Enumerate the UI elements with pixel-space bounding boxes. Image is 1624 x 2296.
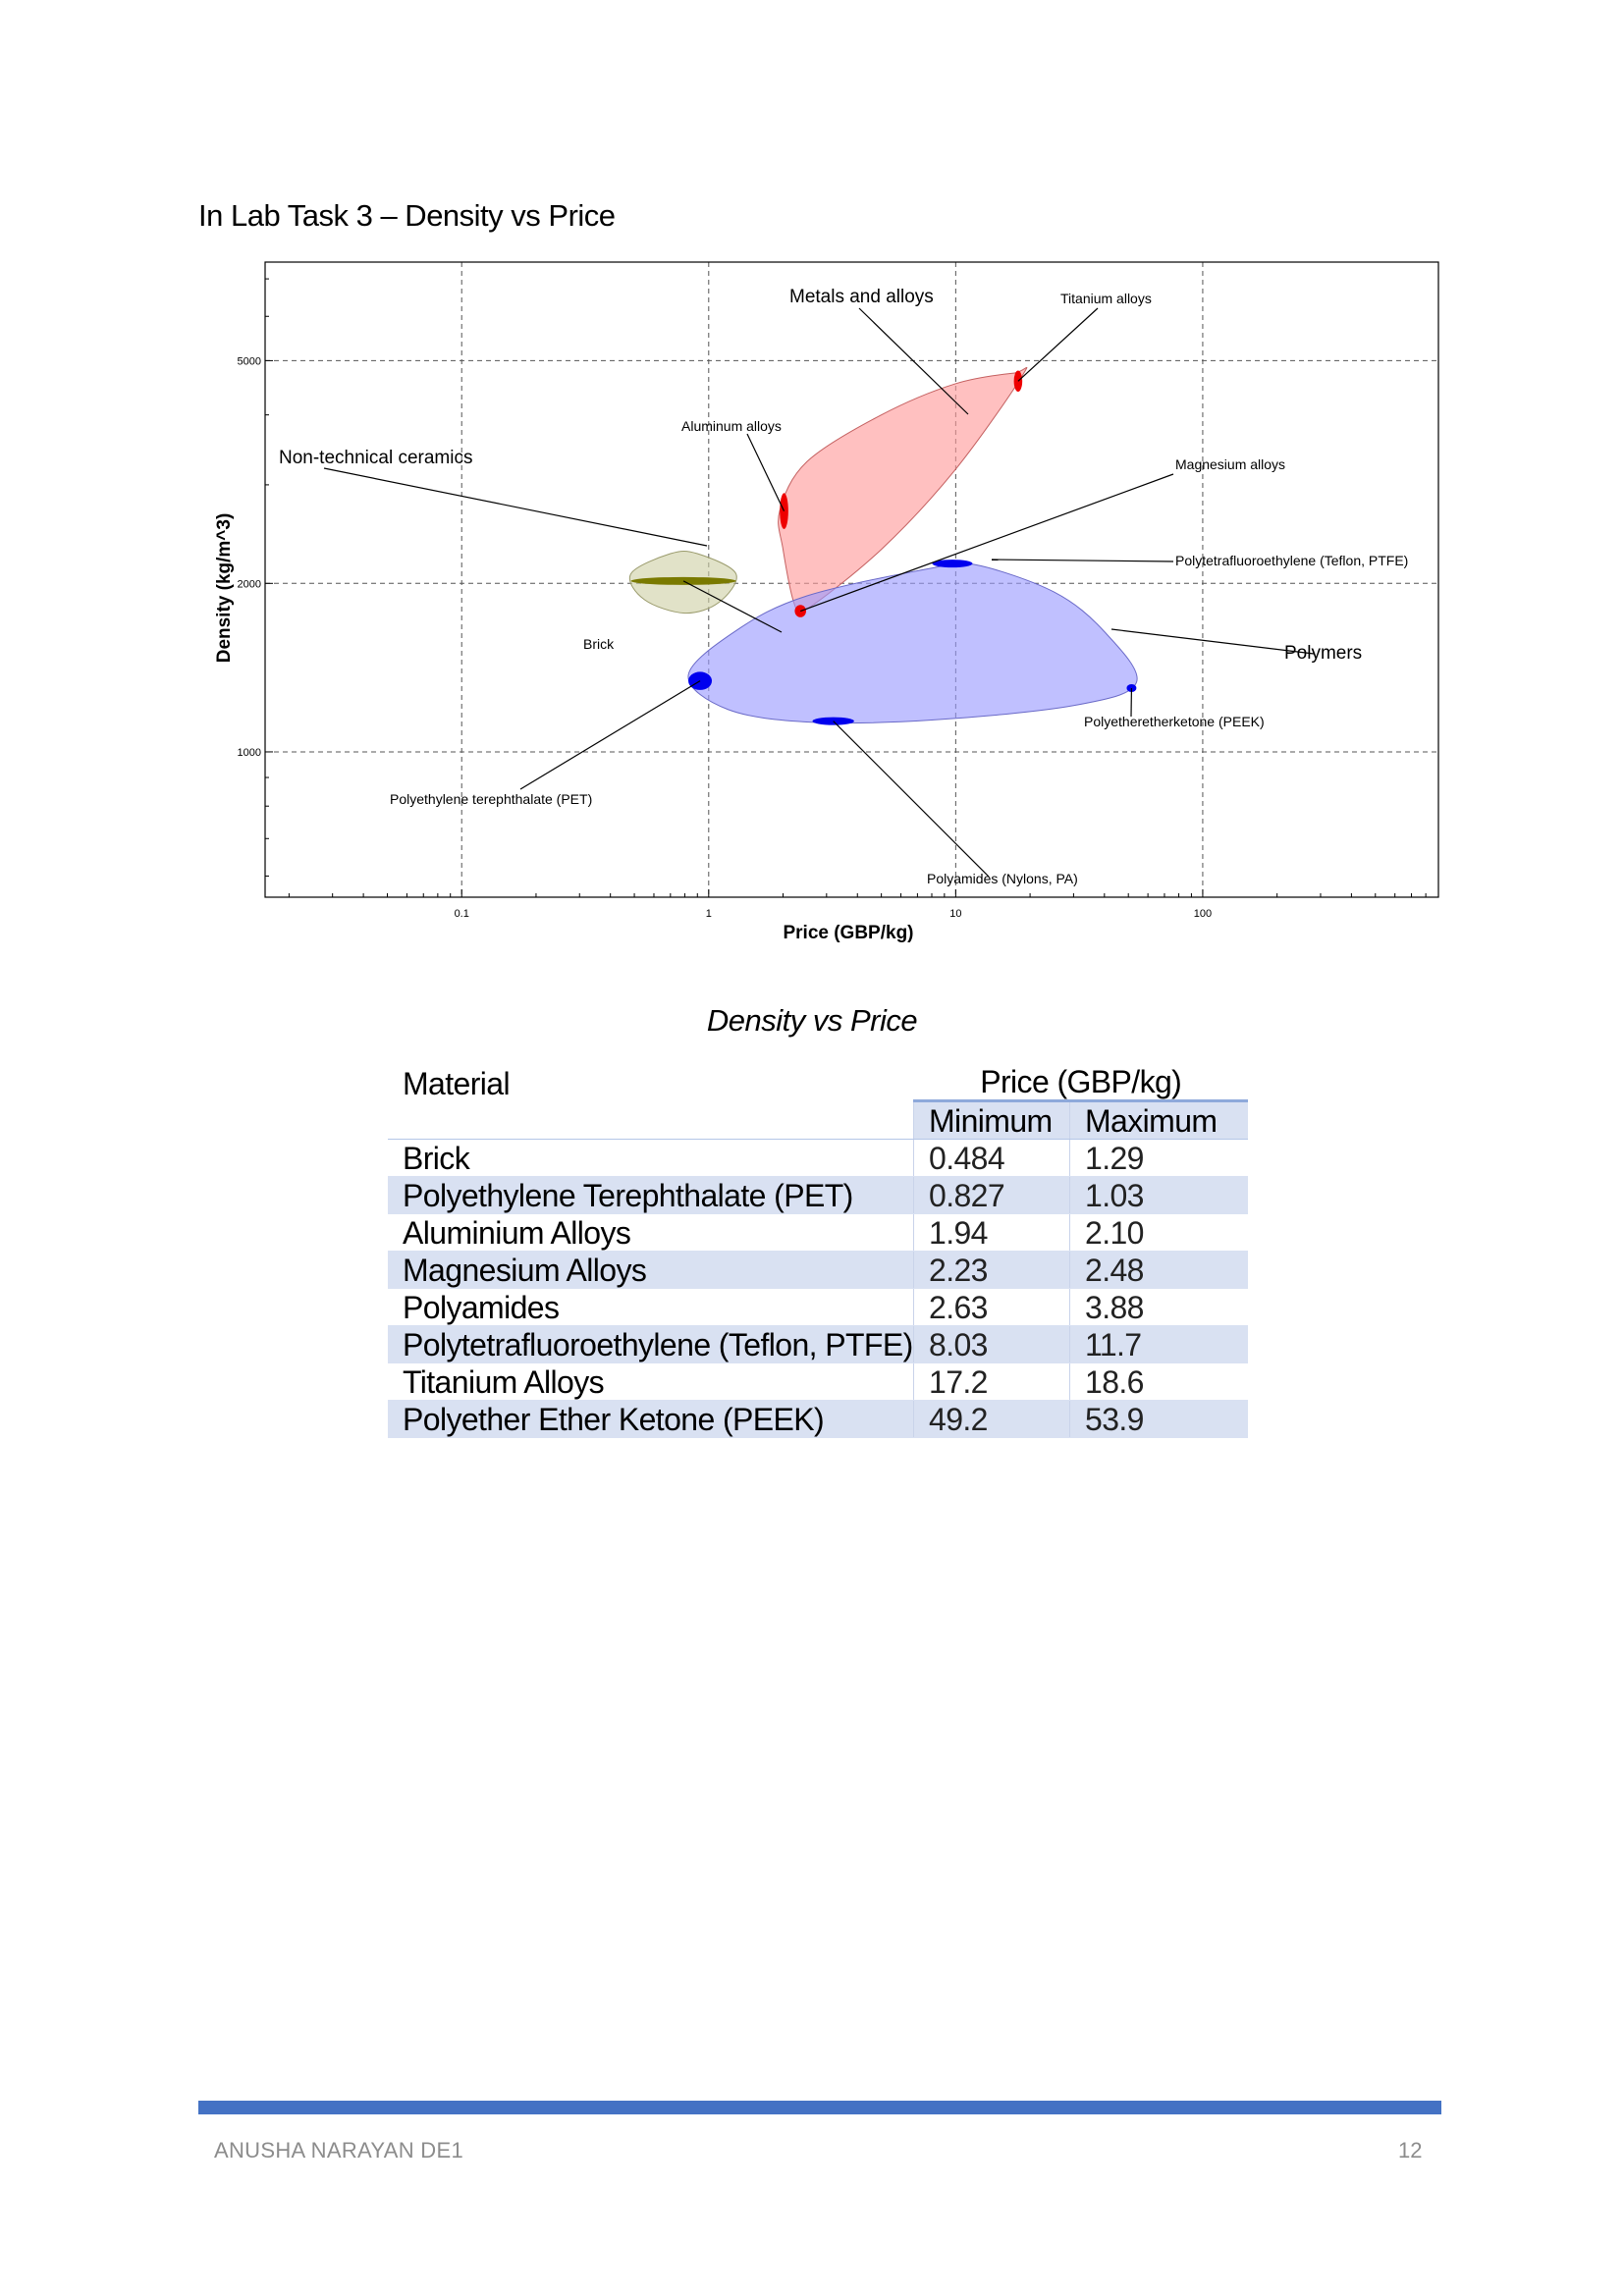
table-row: Brick 0.484 1.29	[388, 1139, 1248, 1177]
peek-bubble	[1126, 684, 1137, 693]
max-price-cell: 11.7	[1069, 1325, 1248, 1363]
max-price-cell: 1.03	[1069, 1176, 1248, 1214]
leader-line	[323, 467, 708, 547]
ptfe-bubble	[932, 560, 973, 568]
y-tick-label: 2000	[238, 578, 261, 590]
footer-rule	[198, 2101, 1441, 2114]
family-label-ceramics: Non-technical ceramics	[279, 448, 472, 468]
leader-line	[682, 580, 783, 633]
max-price-cell: 1.29	[1069, 1139, 1248, 1177]
x-axis-title: Price (GBP/kg)	[783, 923, 913, 943]
material-label-magnesium: Magnesium alloys	[1175, 456, 1285, 472]
brick-bubble	[630, 576, 736, 585]
x-tick-label: 1	[706, 908, 712, 920]
chart-axes	[264, 261, 1439, 898]
magnesium-bubble	[794, 605, 807, 617]
leader-line	[833, 721, 990, 878]
y-axis-title: Density (kg/m^3)	[214, 513, 235, 664]
material-cell: Magnesium Alloys	[388, 1251, 914, 1289]
leader-line	[519, 680, 701, 790]
material-cell: Polyamides	[388, 1288, 914, 1326]
y-tick-label: 1000	[238, 747, 261, 759]
table-row: Polytetrafluoroethylene (Teflon, PTFE) 8.…	[388, 1325, 1248, 1363]
table-caption: Density vs Price	[706, 1003, 918, 1038]
max-price-cell: 18.6	[1069, 1362, 1248, 1401]
plot-frame	[264, 261, 1439, 898]
min-price-cell: 17.2	[913, 1362, 1070, 1401]
material-label-peek: Polyetheretherketone (PEEK)	[1084, 714, 1265, 729]
min-price-cell: 2.63	[913, 1288, 1070, 1326]
price-table: Material Price (GBP/kg) Minimum Maximum …	[388, 1058, 1248, 1438]
min-price-cell: 8.03	[913, 1325, 1070, 1363]
header-blank	[388, 1100, 914, 1140]
min-price-cell: 2.23	[913, 1251, 1070, 1289]
header-price: Price (GBP/kg)	[913, 1058, 1248, 1102]
min-price-cell: 1.94	[913, 1213, 1070, 1252]
leader-line	[746, 433, 785, 511]
material-cell: Polyethylene Terephthalate (PET)	[388, 1176, 914, 1214]
material-cell: Polytetrafluoroethylene (Teflon, PTFE)	[388, 1325, 914, 1363]
min-price-cell: 0.484	[913, 1139, 1070, 1177]
table-subheader-row: Minimum Maximum	[388, 1100, 1248, 1140]
header-minimum: Minimum	[913, 1100, 1070, 1140]
material-family-envelopes	[628, 366, 1138, 724]
header-material: Material	[403, 1065, 511, 1101]
x-tick-label: 10	[949, 908, 961, 920]
material-cell: Titanium Alloys	[388, 1362, 914, 1401]
max-price-cell: 2.10	[1069, 1213, 1248, 1252]
footer-author: ANUSHA NARAYAN DE1	[214, 2138, 463, 2163]
family-label-polymers: Polymers	[1284, 643, 1362, 664]
page-number: 12	[1398, 2138, 1423, 2163]
family-label-metals: Metals and alloys	[789, 287, 934, 307]
x-tick-label: 100	[1194, 908, 1212, 920]
table-row: Polyether Ether Ketone (PEEK) 49.2 53.9	[388, 1400, 1248, 1438]
table-row: Titanium Alloys 17.2 18.6	[388, 1362, 1248, 1401]
leader-line	[991, 559, 1174, 562]
leader-line	[800, 473, 1174, 613]
y-tick-label: 5000	[238, 355, 261, 367]
x-tick-label: 0.1	[455, 908, 469, 920]
material-label-brick: Brick	[583, 636, 615, 652]
material-label-ptfe: Polytetrafluoroethylene (Teflon, PTFE)	[1175, 553, 1408, 568]
section-heading: In Lab Task 3 – Density vs Price	[198, 198, 616, 233]
table-row: Polyamides 2.63 3.88	[388, 1288, 1248, 1326]
table-row: Magnesium Alloys 2.23 2.48	[388, 1251, 1248, 1289]
leader-line	[858, 307, 969, 415]
material-label-titanium: Titanium alloys	[1060, 291, 1152, 306]
pet-bubble	[688, 671, 713, 690]
min-price-cell: 49.2	[913, 1400, 1070, 1438]
titanium-bubble	[1013, 370, 1023, 393]
material-label-polyamides: Polyamides (Nylons, PA)	[927, 871, 1078, 886]
material-label-aluminum: Aluminum alloys	[681, 418, 782, 434]
table-row: Aluminium Alloys 1.94 2.10	[388, 1213, 1248, 1252]
chart-grid	[265, 262, 1438, 897]
header-maximum: Maximum	[1069, 1100, 1248, 1140]
max-price-cell: 3.88	[1069, 1288, 1248, 1326]
material-cell: Brick	[388, 1139, 914, 1177]
density-price-chart: Metals and alloys Non-technical ceramics…	[214, 261, 1439, 943]
label-leader-lines	[323, 307, 1315, 878]
min-price-cell: 0.827	[913, 1176, 1070, 1214]
material-label-pet: Polyethylene terephthalate (PET)	[390, 791, 592, 807]
material-cell: Polyether Ether Ketone (PEEK)	[388, 1400, 914, 1438]
table-header-row: Material Price (GBP/kg)	[388, 1058, 1248, 1102]
leader-line	[1017, 307, 1099, 382]
material-cell: Aluminium Alloys	[388, 1213, 914, 1252]
table-row: Polyethylene Terephthalate (PET) 0.827 1.0…	[388, 1176, 1248, 1214]
max-price-cell: 2.48	[1069, 1251, 1248, 1289]
leader-line	[1110, 628, 1315, 655]
max-price-cell: 53.9	[1069, 1400, 1248, 1438]
polymers-envelope	[687, 561, 1138, 724]
